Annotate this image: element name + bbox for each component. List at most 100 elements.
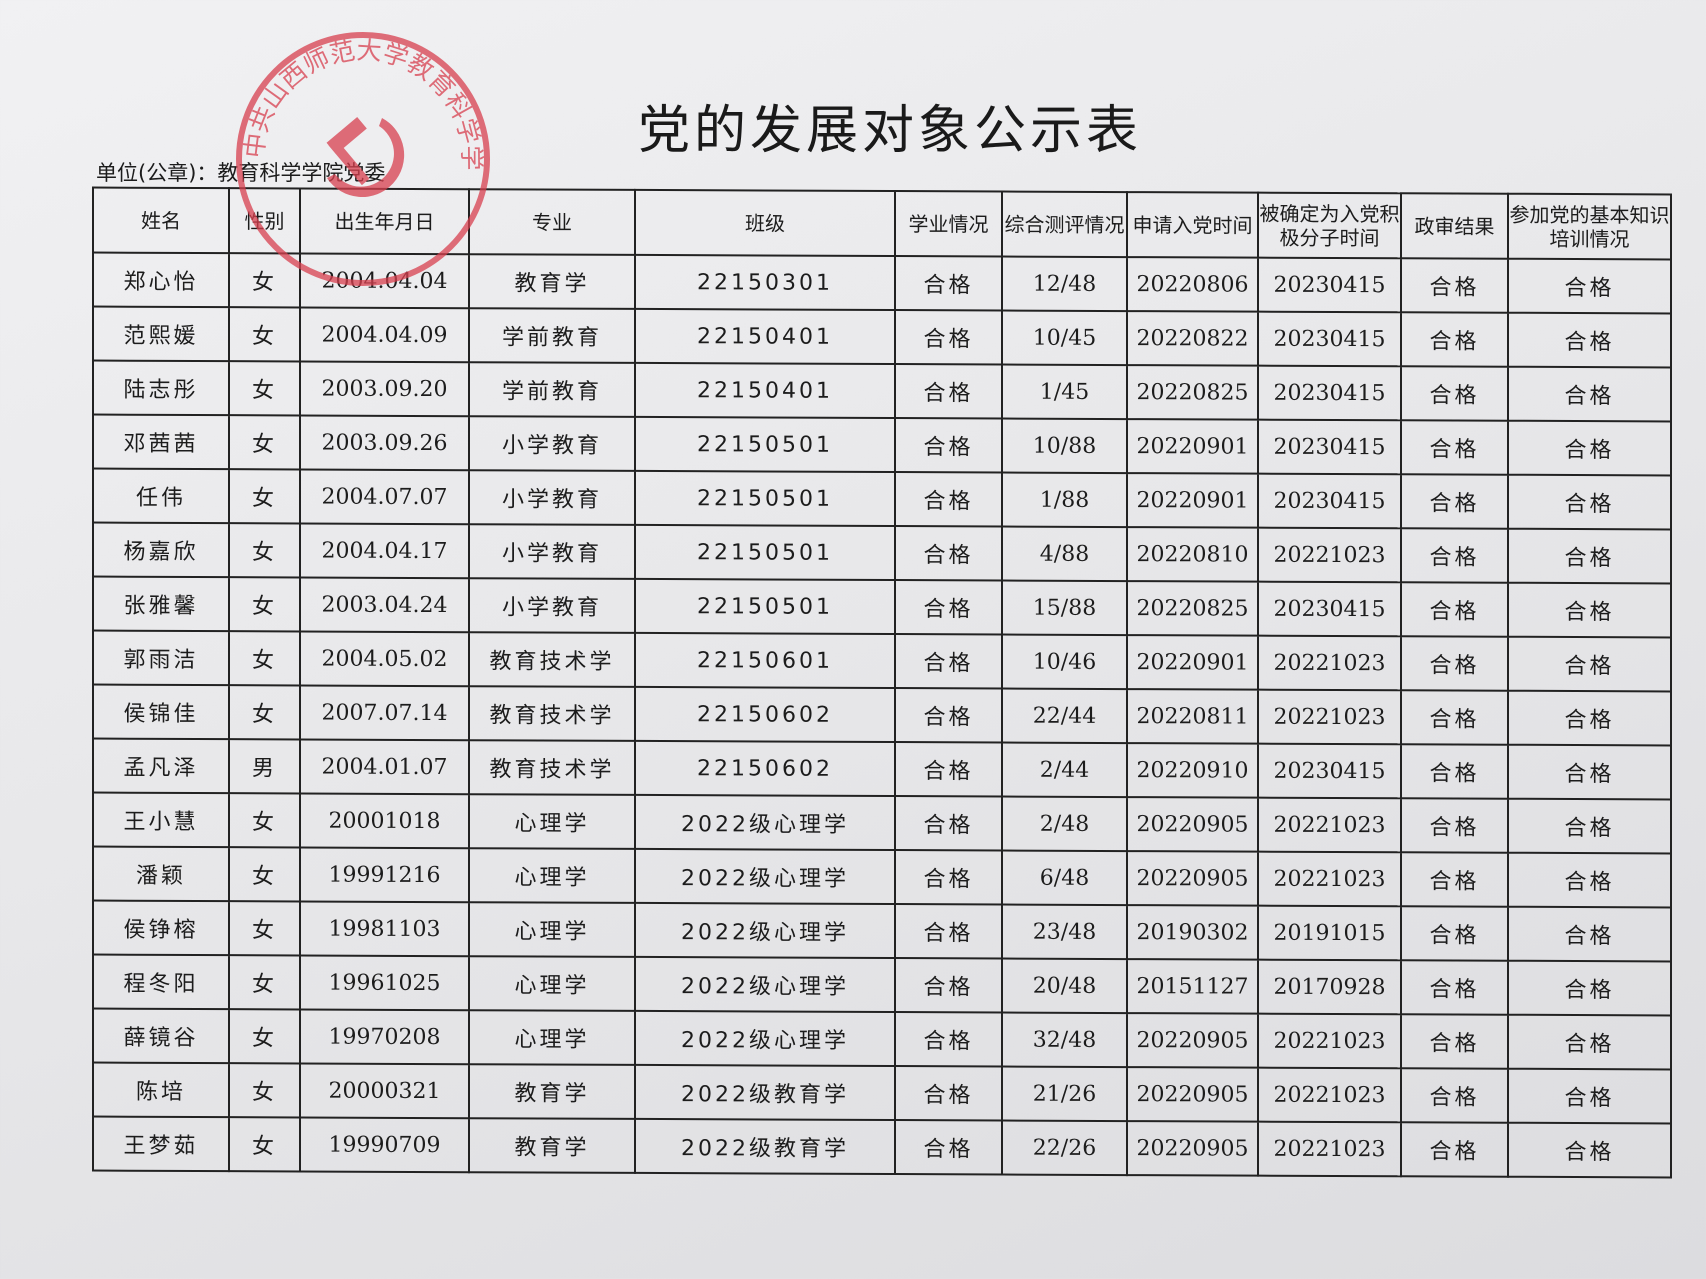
column-header: 被确定为入党积极分子时间 <box>1258 192 1401 259</box>
table-cell: 23/48 <box>1002 904 1127 960</box>
table-cell: 女 <box>229 685 300 740</box>
table-cell: 10/45 <box>1002 310 1127 366</box>
table-cell: 19961025 <box>300 955 469 1011</box>
table-row: 郑心怡女 2004.04.04 教育学 22150301 合格 12/48 20220806… <box>93 252 1671 314</box>
table-cell: 20/48 <box>1002 958 1127 1014</box>
table-cell: 22150501 <box>635 416 895 473</box>
table-cell: 女 <box>229 577 300 632</box>
table-cell: 2004.01.07 <box>300 739 469 795</box>
table-row: 侯铮榕女 19981103 心理学 2022级心理学 合格 23/48 20190302 20… <box>93 900 1671 962</box>
table-cell: 教育学 <box>469 1064 635 1119</box>
table-cell: 20220810 <box>1127 527 1258 582</box>
table-cell: 合格 <box>1401 636 1508 691</box>
table-cell: 心理学 <box>469 956 635 1011</box>
table-cell: 2022级心理学 <box>635 848 895 905</box>
table-cell: 杨嘉欣 <box>93 522 229 578</box>
table-cell: 20230415 <box>1258 311 1401 367</box>
table-cell: 任伟 <box>93 468 229 524</box>
table-cell: 女 <box>229 307 300 362</box>
table-cell: 20191015 <box>1258 905 1401 961</box>
table-cell: 20220905 <box>1127 1067 1258 1122</box>
table-cell: 20220825 <box>1127 365 1258 420</box>
table-cell: 2022级心理学 <box>635 794 895 851</box>
table-cell: 郑心怡 <box>93 252 229 308</box>
table-cell: 2004.05.02 <box>300 631 469 687</box>
table-cell: 20220811 <box>1127 689 1258 744</box>
table-cell: 合格 <box>895 634 1002 689</box>
publicity-table: 姓名 性别 出生年月日 专业 班级 学业情况 综合测评情况 申请入党时间 被确定为入党积极分子时… <box>92 187 1672 1179</box>
table-cell: 2004.07.07 <box>300 469 469 525</box>
table-cell: 20221023 <box>1258 635 1401 691</box>
table-cell: 2003.04.24 <box>300 577 469 633</box>
table-cell: 张雅馨 <box>93 576 229 632</box>
table-cell: 合格 <box>1508 744 1671 800</box>
table-cell: 22150601 <box>635 632 895 689</box>
table-cell: 合格 <box>1401 690 1508 745</box>
table-cell: 合格 <box>1508 1122 1671 1178</box>
column-header: 班级 <box>635 189 895 257</box>
table-cell: 教育学 <box>469 254 635 309</box>
table-cell: 合格 <box>895 526 1002 581</box>
table-cell: 20220905 <box>1127 797 1258 852</box>
table-cell: 心理学 <box>469 794 635 849</box>
table-cell: 22150501 <box>635 524 895 581</box>
table-row: 程冬阳女 19961025 心理学 2022级心理学 合格 20/48 20151127 20… <box>93 954 1671 1016</box>
table-row: 王小慧女 20001018 心理学 2022级心理学 合格 2/48 20220905 202… <box>93 792 1671 854</box>
table-row: 杨嘉欣女 2004.04.17 小学教育 22150501 合格 4/88 20220810… <box>93 522 1671 584</box>
table-cell: 6/48 <box>1002 850 1127 906</box>
table-cell: 教育技术学 <box>469 686 635 741</box>
table-cell: 合格 <box>1401 744 1508 799</box>
table-cell: 20221023 <box>1258 1067 1401 1123</box>
table-cell: 20230415 <box>1258 419 1401 475</box>
table-cell: 王梦茹 <box>93 1116 229 1172</box>
table-cell: 小学教育 <box>469 470 635 525</box>
table-cell: 20230415 <box>1258 473 1401 529</box>
table-cell: 合格 <box>1508 528 1671 584</box>
table-cell: 女 <box>229 901 300 956</box>
column-header: 出生年月日 <box>300 188 469 255</box>
table-cell: 学前教育 <box>469 362 635 417</box>
table-cell: 心理学 <box>469 848 635 903</box>
table-cell: 20221023 <box>1258 1013 1401 1069</box>
table-row: 张雅馨女 2003.04.24 小学教育 22150501 合格 15/88 2022082… <box>93 576 1671 638</box>
table-cell: 合格 <box>895 310 1002 365</box>
table-cell: 合格 <box>895 742 1002 797</box>
table-cell: 20220806 <box>1127 257 1258 312</box>
table-cell: 合格 <box>895 850 1002 905</box>
table-cell: 合格 <box>1401 258 1508 313</box>
table-cell: 合格 <box>1401 906 1508 961</box>
table-cell: 2004.04.04 <box>300 253 469 309</box>
table-cell: 22/44 <box>1002 688 1127 744</box>
table-cell: 20170928 <box>1258 959 1401 1015</box>
table-cell: 合格 <box>895 688 1002 743</box>
table-cell: 22150401 <box>635 362 895 419</box>
table-row: 陆志彤女 2003.09.20 学前教育 22150401 合格 1/45 20220825… <box>93 360 1671 422</box>
table-cell: 陈培 <box>93 1062 229 1118</box>
table-cell: 心理学 <box>469 1010 635 1065</box>
column-header: 综合测评情况 <box>1002 191 1127 258</box>
table-cell: 20221023 <box>1258 851 1401 907</box>
table-cell: 王小慧 <box>93 792 229 848</box>
table-cell: 20220905 <box>1127 851 1258 906</box>
table-cell: 学前教育 <box>469 308 635 363</box>
table-cell: 2/44 <box>1002 742 1127 798</box>
table-cell: 小学教育 <box>469 578 635 633</box>
table-cell: 合格 <box>1508 420 1671 476</box>
column-header: 政审结果 <box>1401 193 1508 259</box>
table-cell: 22150602 <box>635 686 895 743</box>
column-header: 学业情况 <box>895 191 1002 257</box>
table-cell: 19990709 <box>300 1117 469 1173</box>
table-cell: 女 <box>229 415 300 470</box>
table-cell: 合格 <box>895 1066 1002 1121</box>
table-cell: 2/48 <box>1002 796 1127 852</box>
table-cell: 合格 <box>895 1012 1002 1067</box>
unit-label: 单位(公章)：教育科学学院党委 <box>96 161 386 185</box>
table-header-row: 姓名 性别 出生年月日 专业 班级 学业情况 综合测评情况 申请入党时间 被确定为入党积极分子时… <box>93 187 1671 260</box>
table-cell: 合格 <box>895 472 1002 527</box>
table-cell: 合格 <box>1508 258 1671 314</box>
table-cell: 女 <box>229 469 300 524</box>
table-cell: 女 <box>229 793 300 848</box>
table-cell: 合格 <box>1508 798 1671 854</box>
table-cell: 女 <box>229 1009 300 1064</box>
table-cell: 女 <box>229 1117 300 1172</box>
